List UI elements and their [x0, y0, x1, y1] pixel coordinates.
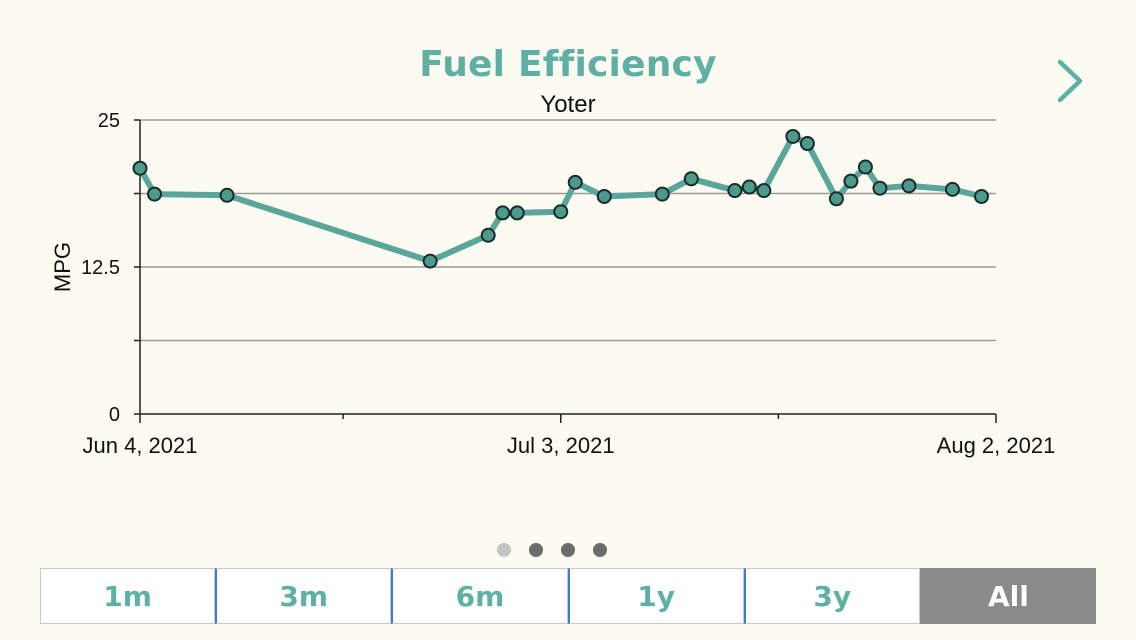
data-point	[901, 178, 917, 194]
data-point	[422, 253, 438, 269]
data-point	[147, 186, 163, 202]
range-button-3m[interactable]: 3m	[215, 568, 392, 624]
fuel-efficiency-chart: 0 12.5 25 Jun 4, 2021 Jul 3, 2021 Aug 2, 2021…	[50, 91, 1056, 458]
data-point	[480, 227, 496, 243]
data-point	[683, 171, 699, 187]
x-tick-label: Jun 4, 2021	[83, 433, 198, 458]
range-button-1m[interactable]: 1m	[40, 568, 216, 624]
data-point	[727, 183, 743, 199]
data-point	[843, 173, 859, 189]
data-point	[785, 128, 801, 144]
series-line	[137, 133, 985, 265]
data-point	[654, 186, 670, 202]
data-point	[944, 181, 960, 197]
data-point	[219, 187, 235, 203]
time-range-selector: 1m 3m 6m 1y 3y All	[40, 568, 1097, 624]
data-point	[857, 159, 873, 175]
page-dot[interactable]	[593, 543, 607, 557]
data-point	[973, 188, 989, 204]
y-tick-label: 25	[98, 110, 120, 132]
data-point	[872, 180, 888, 196]
range-button-all[interactable]: All	[919, 568, 1097, 624]
data-point	[553, 204, 569, 220]
data-point	[596, 188, 612, 204]
page-indicator	[0, 540, 1136, 560]
data-point	[509, 205, 525, 221]
range-button-1y[interactable]: 1y	[567, 568, 744, 624]
page-dot[interactable]	[561, 543, 575, 557]
range-button-3y[interactable]: 3y	[743, 568, 920, 624]
data-point	[132, 160, 148, 176]
data-point	[741, 179, 757, 195]
page-dot[interactable]	[529, 543, 543, 557]
y-tick-label: 0	[109, 404, 120, 426]
data-point	[828, 191, 844, 207]
chart-subtitle: Yoter	[540, 91, 595, 118]
page-dot[interactable]	[497, 543, 511, 557]
data-point	[799, 136, 815, 152]
data-point	[756, 183, 772, 199]
y-tick-label: 12.5	[81, 257, 120, 279]
x-tick-label: Jul 3, 2021	[507, 433, 615, 458]
y-axis-label: MPG	[50, 242, 75, 292]
page-title: Fuel Efficiency	[419, 44, 717, 85]
range-button-6m[interactable]: 6m	[391, 568, 568, 624]
x-tick-label: Aug 2, 2021	[937, 433, 1056, 458]
data-point	[495, 205, 511, 221]
chevron-right-icon[interactable]	[1050, 56, 1090, 106]
data-point	[567, 174, 583, 190]
